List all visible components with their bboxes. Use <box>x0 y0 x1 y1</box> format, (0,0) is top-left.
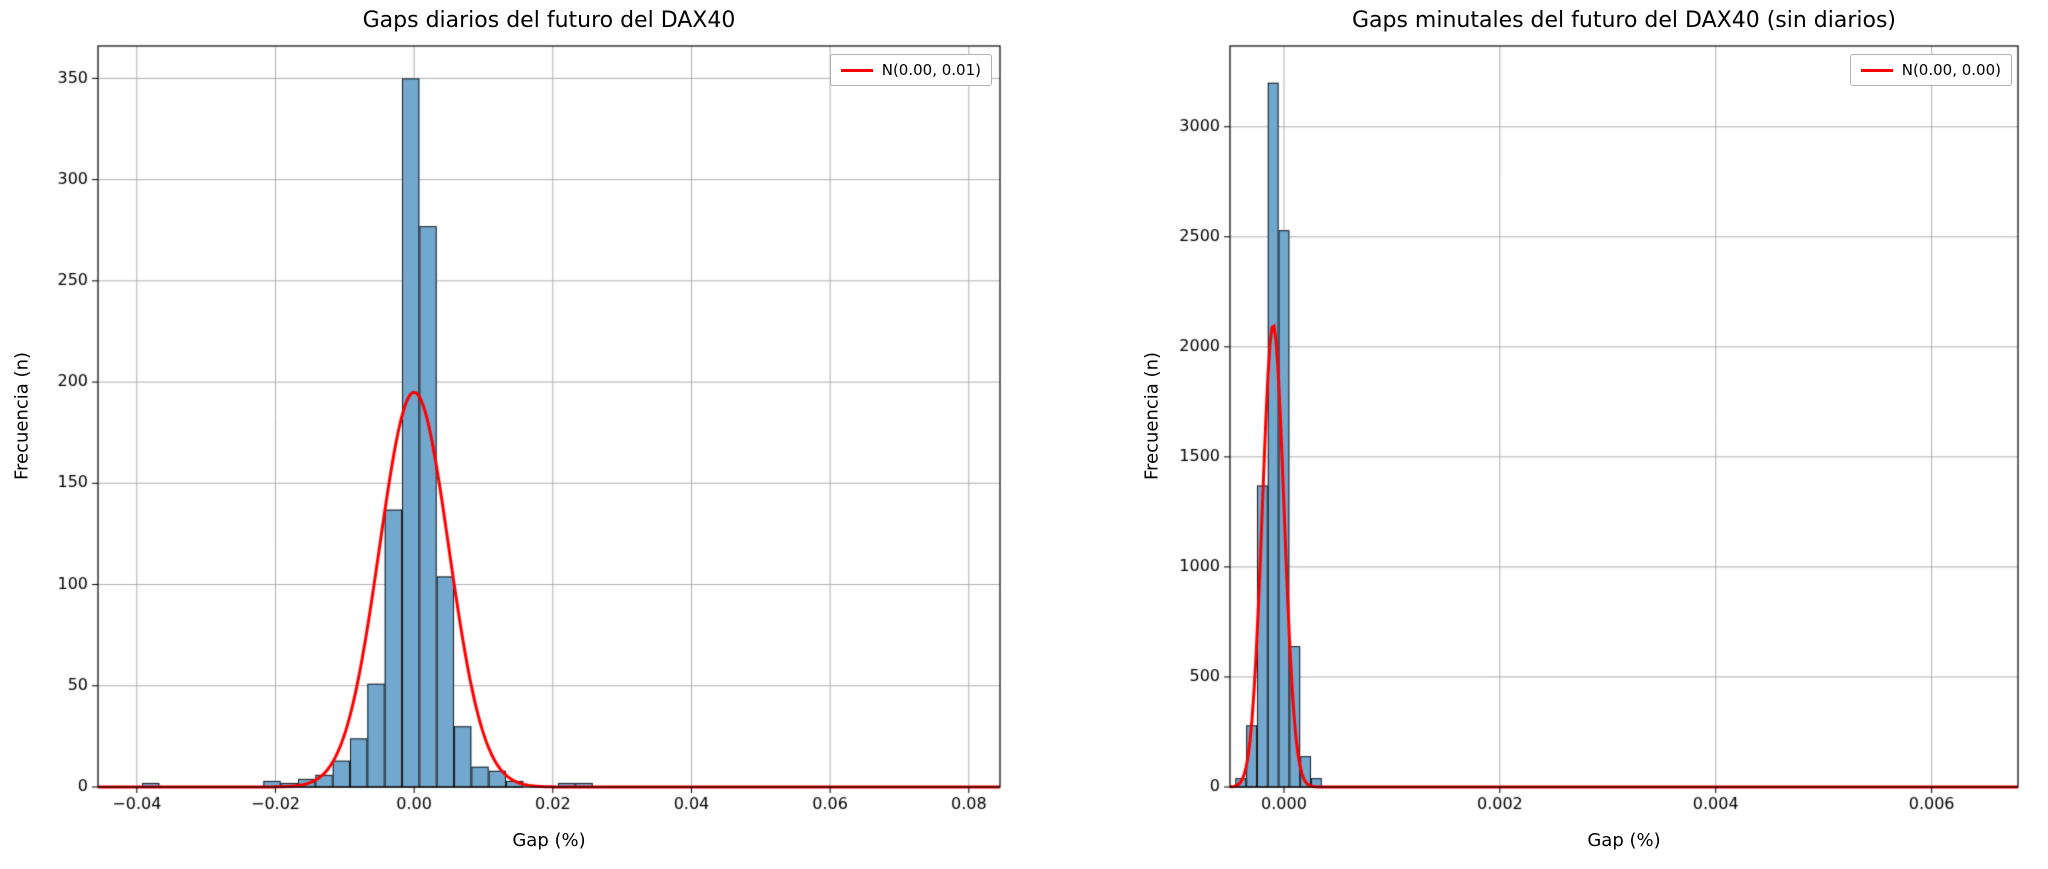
right-histogram-plot <box>1024 0 2048 869</box>
normal-curve-legend-line-icon <box>1860 68 1893 72</box>
left-y-axis-label: Frecuencia (n) <box>11 351 33 481</box>
left-chart-title: Gaps diarios del futuro del DAX40 <box>362 8 736 33</box>
right-chart-title: Gaps minutales del futuro del DAX40 (sin… <box>1351 8 1897 33</box>
left-x-axis-label: Gap (%) <box>512 830 586 851</box>
left-legend-label: N(0.00, 0.01) <box>881 61 981 79</box>
left-legend: N(0.00, 0.01) <box>829 54 992 86</box>
right-y-axis-label: Frecuencia (n) <box>1141 351 1163 481</box>
left-histogram-plot <box>0 0 1024 869</box>
normal-curve-legend-line-icon <box>840 68 873 72</box>
right-x-axis-label: Gap (%) <box>1587 830 1661 851</box>
right-legend: N(0.00, 0.00) <box>1849 54 2012 86</box>
right-legend-label: N(0.00, 0.00) <box>1901 61 2001 79</box>
